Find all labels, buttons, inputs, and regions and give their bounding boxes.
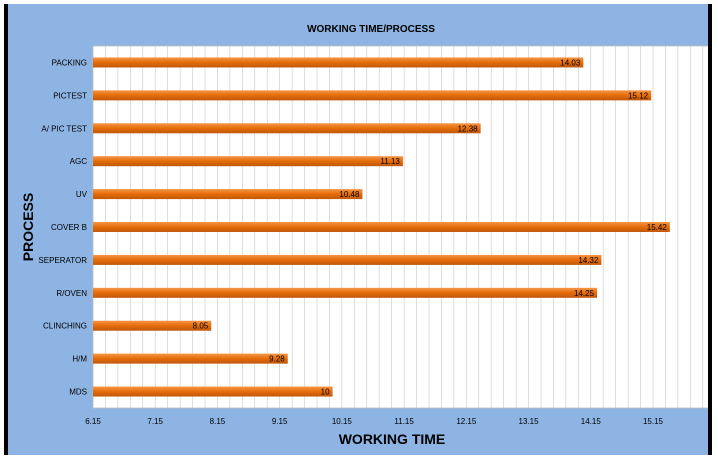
x-tick-label: 15.15 [643,417,664,426]
bar-1 [93,90,652,101]
category-label: PICTEST [53,91,87,100]
category-label: R/OVEN [56,289,87,298]
data-label: 10 [321,388,330,397]
category-label: MDS [69,388,87,397]
data-label: 10.48 [339,190,360,199]
x-tick-label: 10.15 [332,417,353,426]
bar-5 [93,222,670,232]
bar-2 [93,123,481,134]
data-label: 8.05 [193,322,209,331]
labels: 14.03 PACKING 15.12 PICTEST 12.38 A/ PIC TEST… [38,58,667,426]
category-label: AGC [70,157,88,166]
data-label: 14.03 [560,58,581,67]
y-axis-title: PROCESS [20,193,36,261]
x-tick-label: 14.15 [581,417,602,426]
category-label: SEPERATOR [38,256,87,265]
category-label: PACKING [52,58,87,67]
data-label: 9.28 [269,355,285,364]
data-label: 14.25 [574,289,595,298]
bar-3 [93,156,403,167]
category-label: A/ PIC TEST [41,124,87,133]
category-label: UV [76,190,88,199]
x-tick-label: 8.15 [210,417,226,426]
data-label: 15.42 [647,223,668,232]
category-label: COVER B [51,223,87,232]
category-label: H/M [72,355,87,364]
bar-8 [93,320,212,331]
data-label: 11.13 [380,157,400,166]
x-tick-label: 9.15 [272,417,288,426]
bars [93,57,670,397]
x-tick-label: 7.15 [147,417,163,426]
bar-6 [93,254,602,265]
bar-10 [93,386,333,397]
x-tick-label: 11.15 [394,417,414,426]
bar-0 [93,57,584,68]
category-label: CLINCHING [43,322,87,331]
data-label: 12.38 [458,124,479,133]
bar-4 [93,189,363,200]
x-tick-label: 13.15 [519,417,540,426]
x-tick-label: 12.15 [456,417,477,426]
bar-7 [93,287,597,298]
bar-9 [93,353,288,364]
x-tick-label: 6.15 [85,417,101,426]
data-label: 15.12 [628,91,649,100]
data-label: 14.32 [578,256,599,265]
chart-title: WORKING TIME/PROCESS [307,24,435,35]
chart-frame: 14.03 PACKING 15.12 PICTEST 12.38 A/ PIC TEST… [4,4,712,455]
x-axis-title: WORKING TIME [339,431,446,447]
bar-chart: 14.03 PACKING 15.12 PICTEST 12.38 A/ PIC TEST… [20,24,708,447]
